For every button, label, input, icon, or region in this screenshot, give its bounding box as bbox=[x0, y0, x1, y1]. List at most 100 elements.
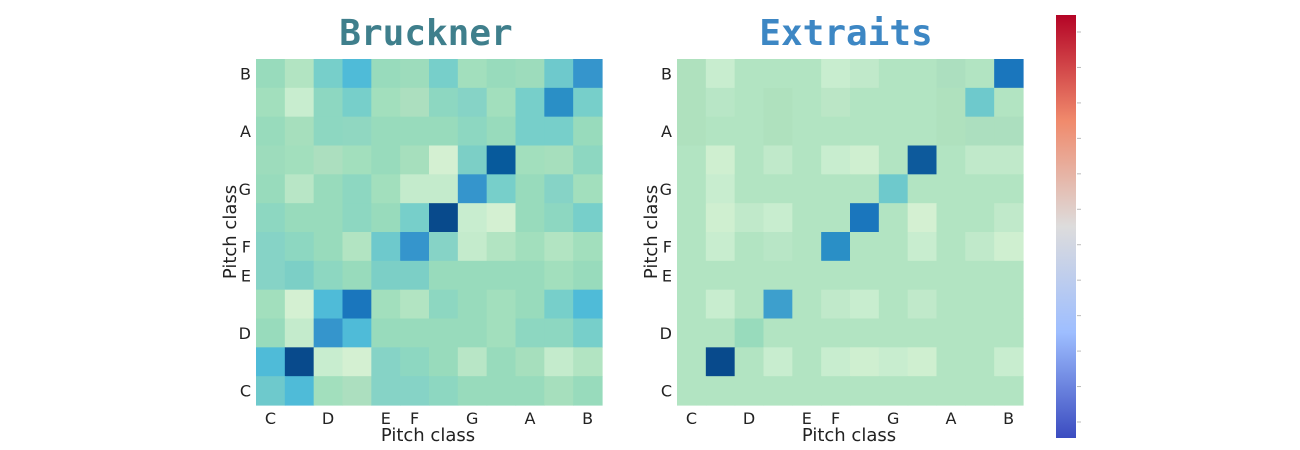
y-tick-extraits-9: A bbox=[661, 122, 672, 141]
heatmap-cell-bruckner-r0-c5 bbox=[400, 59, 430, 89]
heatmap-cell-extraits-r1-c7 bbox=[878, 87, 909, 118]
heatmap-cell-bruckner-r10-c8 bbox=[486, 347, 517, 377]
heatmap-cell-extraits-r1-c4 bbox=[792, 87, 822, 118]
heatmap-cell-extraits-r2-c6 bbox=[850, 116, 880, 147]
heatmap-cell-extraits-r6-c6 bbox=[850, 232, 880, 262]
x-tick-bruckner-4: E bbox=[381, 409, 391, 428]
heatmap-cell-extraits-r8-c1 bbox=[705, 289, 736, 320]
heatmap-cell-bruckner-r9-c2 bbox=[313, 318, 344, 348]
heatmap-cell-extraits-r1-c1 bbox=[705, 87, 736, 118]
heatmap-cell-extraits-r5-c7 bbox=[878, 203, 909, 233]
heatmap-cell-extraits-r4-c5 bbox=[821, 174, 851, 204]
heatmap-cell-bruckner-r10-c7 bbox=[457, 347, 488, 377]
x-tick-bruckner-9: A bbox=[524, 409, 535, 428]
heatmap-cell-extraits-r7-c0 bbox=[677, 260, 707, 291]
heatmap-cell-bruckner-r9-c4 bbox=[371, 318, 401, 348]
heatmap-cell-bruckner-r4-c4 bbox=[371, 174, 401, 204]
heatmap-cell-bruckner-r4-c5 bbox=[400, 174, 430, 204]
heatmap-cell-extraits-r1-c3 bbox=[763, 87, 793, 118]
heatmap-cell-extraits-r9-c4 bbox=[792, 318, 822, 348]
heatmap-cell-extraits-r1-c0 bbox=[677, 87, 707, 118]
y-axis-label-extraits: Pitch class bbox=[641, 185, 662, 279]
heatmap-cell-extraits-r2-c5 bbox=[821, 116, 851, 147]
x-tick-extraits-11: B bbox=[1003, 409, 1014, 428]
heatmap-cell-extraits-r2-c0 bbox=[677, 116, 707, 147]
heatmap-cell-extraits-r3-c4 bbox=[792, 145, 822, 175]
heatmap-cell-extraits-r9-c8 bbox=[907, 318, 938, 348]
x-axis-label-bruckner: Pitch class bbox=[381, 425, 475, 446]
heatmap-cell-extraits-r2-c1 bbox=[705, 116, 736, 147]
heatmap-cell-bruckner-r1-c1 bbox=[284, 87, 315, 118]
heatmap-cell-bruckner-r7-c4 bbox=[371, 260, 401, 291]
heatmap-cell-bruckner-r8-c5 bbox=[400, 289, 430, 320]
heatmap-cell-extraits-r10-c9 bbox=[936, 347, 966, 377]
heatmap-cell-bruckner-r2-c4 bbox=[371, 116, 401, 147]
heatmap-cell-extraits-r7-c3 bbox=[763, 260, 793, 291]
heatmap-cell-extraits-r2-c2 bbox=[734, 116, 765, 147]
heatmap-cell-bruckner-r6-c7 bbox=[457, 232, 488, 262]
heatmap-cell-bruckner-r8-c1 bbox=[284, 289, 315, 320]
heatmap-cell-extraits-r1-c8 bbox=[907, 87, 938, 118]
heatmap-cell-extraits-r8-c11 bbox=[994, 289, 1024, 320]
heatmap-cell-bruckner-r2-c3 bbox=[342, 116, 372, 147]
heatmap-cell-extraits-r2-c11 bbox=[994, 116, 1024, 147]
heatmap-cell-bruckner-r3-c6 bbox=[429, 145, 459, 175]
heatmap-cell-bruckner-r1-c5 bbox=[400, 87, 430, 118]
heatmap-cell-bruckner-r4-c9 bbox=[515, 174, 545, 204]
x-axis-label-extraits: Pitch class bbox=[802, 425, 896, 446]
heatmap-cell-extraits-r8-c9 bbox=[936, 289, 966, 320]
heatmap-cell-bruckner-r6-c4 bbox=[371, 232, 401, 262]
heatmap-cell-bruckner-r9-c9 bbox=[515, 318, 545, 348]
heatmap-cell-extraits-r7-c10 bbox=[965, 260, 995, 291]
heatmap-cell-bruckner-r11-c0 bbox=[256, 376, 286, 406]
heatmap-cell-bruckner-r11-c11 bbox=[573, 376, 603, 406]
heatmap-cell-bruckner-r2-c6 bbox=[429, 116, 459, 147]
colorbar-ticks bbox=[1077, 31, 1081, 423]
heatmap-cell-bruckner-r9-c8 bbox=[486, 318, 517, 348]
heatmap-cell-bruckner-r3-c10 bbox=[544, 145, 574, 175]
heatmap-cell-bruckner-r7-c2 bbox=[313, 260, 344, 291]
heatmap-cell-extraits-r6-c4 bbox=[792, 232, 822, 262]
heatmap-cell-extraits-r10-c1 bbox=[705, 347, 736, 377]
heatmap-cell-bruckner-r5-c6 bbox=[429, 203, 459, 233]
x-tick-extraits-2: D bbox=[743, 409, 755, 428]
heatmap-cell-bruckner-r9-c6 bbox=[429, 318, 459, 348]
heatmap-cell-extraits-r8-c5 bbox=[821, 289, 851, 320]
heatmap-cell-extraits-r6-c7 bbox=[878, 232, 909, 262]
heatmap-cell-bruckner-r5-c11 bbox=[573, 203, 603, 233]
heatmap-cell-extraits-r5-c3 bbox=[763, 203, 793, 233]
heatmap-cell-extraits-r7-c5 bbox=[821, 260, 851, 291]
heatmap-cell-bruckner-r1-c10 bbox=[544, 87, 574, 118]
heatmap-cell-bruckner-r10-c10 bbox=[544, 347, 574, 377]
heatmap-cell-bruckner-r5-c1 bbox=[284, 203, 315, 233]
heatmap-cell-extraits-r11-c3 bbox=[763, 376, 793, 406]
heatmap-cell-bruckner-r9-c7 bbox=[457, 318, 488, 348]
heatmap-cell-extraits-r8-c10 bbox=[965, 289, 995, 320]
heatmap-cell-extraits-r3-c8 bbox=[907, 145, 938, 175]
heatmap-cell-bruckner-r11-c7 bbox=[457, 376, 488, 406]
heatmap-cell-bruckner-r4-c1 bbox=[284, 174, 315, 204]
heatmap-cell-extraits-r8-c0 bbox=[677, 289, 707, 320]
heatmap-cell-bruckner-r6-c9 bbox=[515, 232, 545, 262]
heatmap-cell-extraits-r1-c10 bbox=[965, 87, 995, 118]
heatmap-cell-bruckner-r5-c4 bbox=[371, 203, 401, 233]
heatmap-cell-extraits-r1-c5 bbox=[821, 87, 851, 118]
heatmap-cell-bruckner-r4-c7 bbox=[457, 174, 488, 204]
heatmap-cell-extraits-r4-c4 bbox=[792, 174, 822, 204]
heatmap-cell-extraits-r9-c10 bbox=[965, 318, 995, 348]
y-tick-extraits-7: G bbox=[660, 180, 672, 199]
heatmap-cell-extraits-r7-c11 bbox=[994, 260, 1024, 291]
heatmap-cell-bruckner-r3-c1 bbox=[284, 145, 315, 175]
heatmap-cell-bruckner-r2-c2 bbox=[313, 116, 344, 147]
x-tick-extraits-0: C bbox=[686, 409, 697, 428]
heatmap-cell-bruckner-r0-c1 bbox=[284, 59, 315, 89]
heatmap-cell-bruckner-r7-c5 bbox=[400, 260, 430, 291]
y-axis-label-bruckner: Pitch class bbox=[220, 185, 241, 279]
heatmap-cell-bruckner-r9-c10 bbox=[544, 318, 574, 348]
heatmap-cell-extraits-r6-c2 bbox=[734, 232, 765, 262]
heatmap-cell-extraits-r2-c4 bbox=[792, 116, 822, 147]
heatmap-cell-bruckner-r1-c9 bbox=[515, 87, 545, 118]
heatmap-cell-extraits-r9-c3 bbox=[763, 318, 793, 348]
heatmap-cell-extraits-r10-c7 bbox=[878, 347, 909, 377]
